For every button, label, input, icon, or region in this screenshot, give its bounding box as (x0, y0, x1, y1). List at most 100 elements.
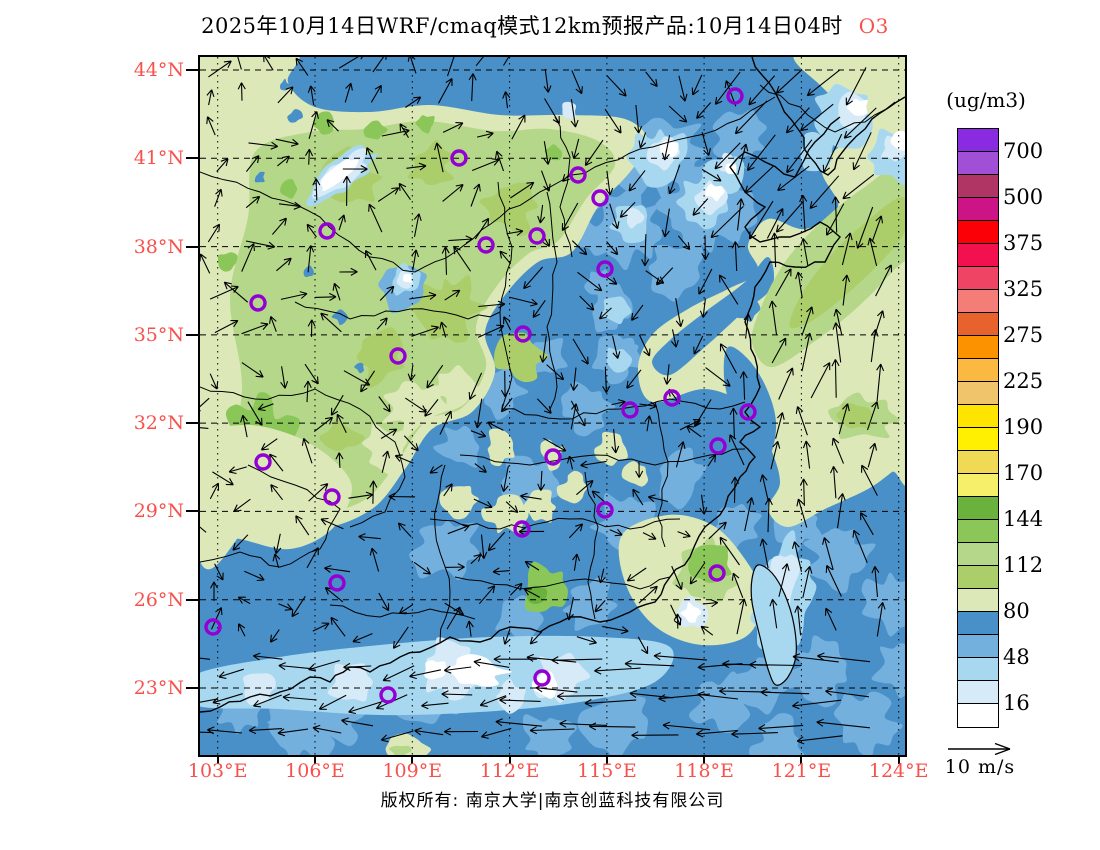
wind-arrow (403, 435, 419, 452)
wind-arrow (295, 57, 309, 76)
wind-arrow (382, 665, 415, 682)
wind-arrow (696, 102, 712, 119)
wind-arrow (342, 165, 368, 174)
wind-arrow (675, 441, 686, 468)
wind-arrow (429, 464, 443, 474)
wind-arrow (499, 250, 512, 265)
wind-arrow (686, 425, 702, 438)
lon-tick (897, 755, 900, 764)
wind-arrow (770, 232, 779, 268)
wind-arrow (409, 291, 437, 300)
wind-arrow (270, 484, 284, 501)
colorbar-tick-label: 700 (1003, 139, 1044, 163)
colorbar-tick-label: 500 (1003, 185, 1044, 209)
wind-arrow (209, 482, 220, 500)
wind-arrow (411, 249, 420, 271)
wind-arrow (841, 232, 853, 266)
wind-arrow (707, 454, 717, 467)
wind-arrow (474, 217, 490, 240)
wind-arrow (661, 135, 671, 161)
wind-arrow (770, 440, 781, 470)
wind-arrow (637, 636, 649, 655)
wind-arrow (291, 596, 306, 618)
lat-tick (186, 157, 198, 160)
wind-arrow (494, 150, 505, 172)
wind-arrow (388, 492, 416, 501)
lake-spot (280, 78, 292, 91)
wind-arrow (376, 317, 388, 330)
wind-arrow (806, 69, 840, 97)
wind-arrow (444, 289, 461, 301)
wind-arrow (817, 652, 871, 663)
wind-arrow (303, 380, 312, 403)
colorbar-cell (958, 635, 998, 658)
wind-arrow (206, 116, 216, 136)
forecast-map-canvas (175, 14, 925, 771)
wind-arrow (411, 325, 439, 337)
colorbar-cell (958, 612, 998, 635)
wind-arrow (796, 498, 808, 528)
wind-arrow (282, 693, 317, 702)
city-marker (477, 236, 495, 254)
wind-arrow (506, 228, 524, 237)
wind-arrow (277, 728, 309, 737)
wind-arrow (591, 490, 605, 503)
wind-arrow (677, 235, 691, 251)
wind-arrow (759, 538, 769, 569)
wind-arrow (705, 367, 731, 387)
wind-arrow (760, 688, 810, 697)
wind-arrow (626, 567, 647, 582)
wind-arrow (604, 108, 622, 134)
hainan-green (389, 745, 412, 758)
lon-tick (508, 755, 511, 764)
wind-arrow (199, 253, 211, 274)
wind-arrow (768, 300, 778, 336)
province-border (497, 181, 513, 410)
wind-arrow (306, 223, 317, 238)
colorbar-tick-label: 275 (1003, 323, 1044, 347)
colorbar-cell (958, 681, 998, 704)
wind-arrow (312, 724, 342, 734)
wind-arrow (695, 729, 738, 738)
title-text: 2025年10月14日WRF/cmaq模式12km预报产品:10月14日04时 (201, 14, 843, 38)
low-o3-white (846, 98, 868, 116)
wind-arrow (241, 362, 264, 378)
coastal-pale (327, 663, 373, 702)
wind-arrow (413, 213, 422, 237)
wind-arrow (748, 200, 774, 240)
colorbar-cell (958, 336, 998, 359)
wind-arrow (570, 99, 579, 128)
city-marker (708, 564, 726, 582)
lat-label: 32°N (133, 412, 184, 435)
city-marker (591, 189, 609, 207)
wind-arrow (825, 564, 842, 597)
wind-arrow (510, 181, 535, 199)
lat-tick (186, 510, 198, 513)
city-marker (739, 403, 757, 421)
city-marker (596, 260, 614, 278)
lat-label: 38°N (133, 235, 184, 258)
o3-region-khaki-s (621, 461, 649, 487)
wind-arrow (588, 722, 636, 731)
wind-arrow (474, 398, 483, 429)
wind-arrow (708, 521, 727, 540)
o3-region-mid (522, 714, 578, 770)
wind-arrow (634, 104, 643, 134)
wind-arrow (438, 78, 453, 104)
lon-label: 103°E (187, 760, 248, 782)
wind-arrow (606, 75, 627, 97)
wind-arrow (611, 399, 626, 407)
wind-arrow (326, 119, 339, 132)
wind-arrow (529, 631, 543, 645)
wind-arrow (800, 103, 834, 132)
lon-tick (411, 755, 414, 764)
wind-arrow (799, 478, 808, 506)
wind-arrow (544, 98, 560, 124)
wind-arrow (442, 122, 464, 133)
wind-arrow (537, 470, 546, 491)
wind-arrow (642, 532, 657, 540)
wind-arrow (743, 313, 752, 339)
wind-arrow (852, 132, 872, 171)
wind-arrow (237, 596, 251, 605)
wind-arrow (407, 364, 416, 382)
